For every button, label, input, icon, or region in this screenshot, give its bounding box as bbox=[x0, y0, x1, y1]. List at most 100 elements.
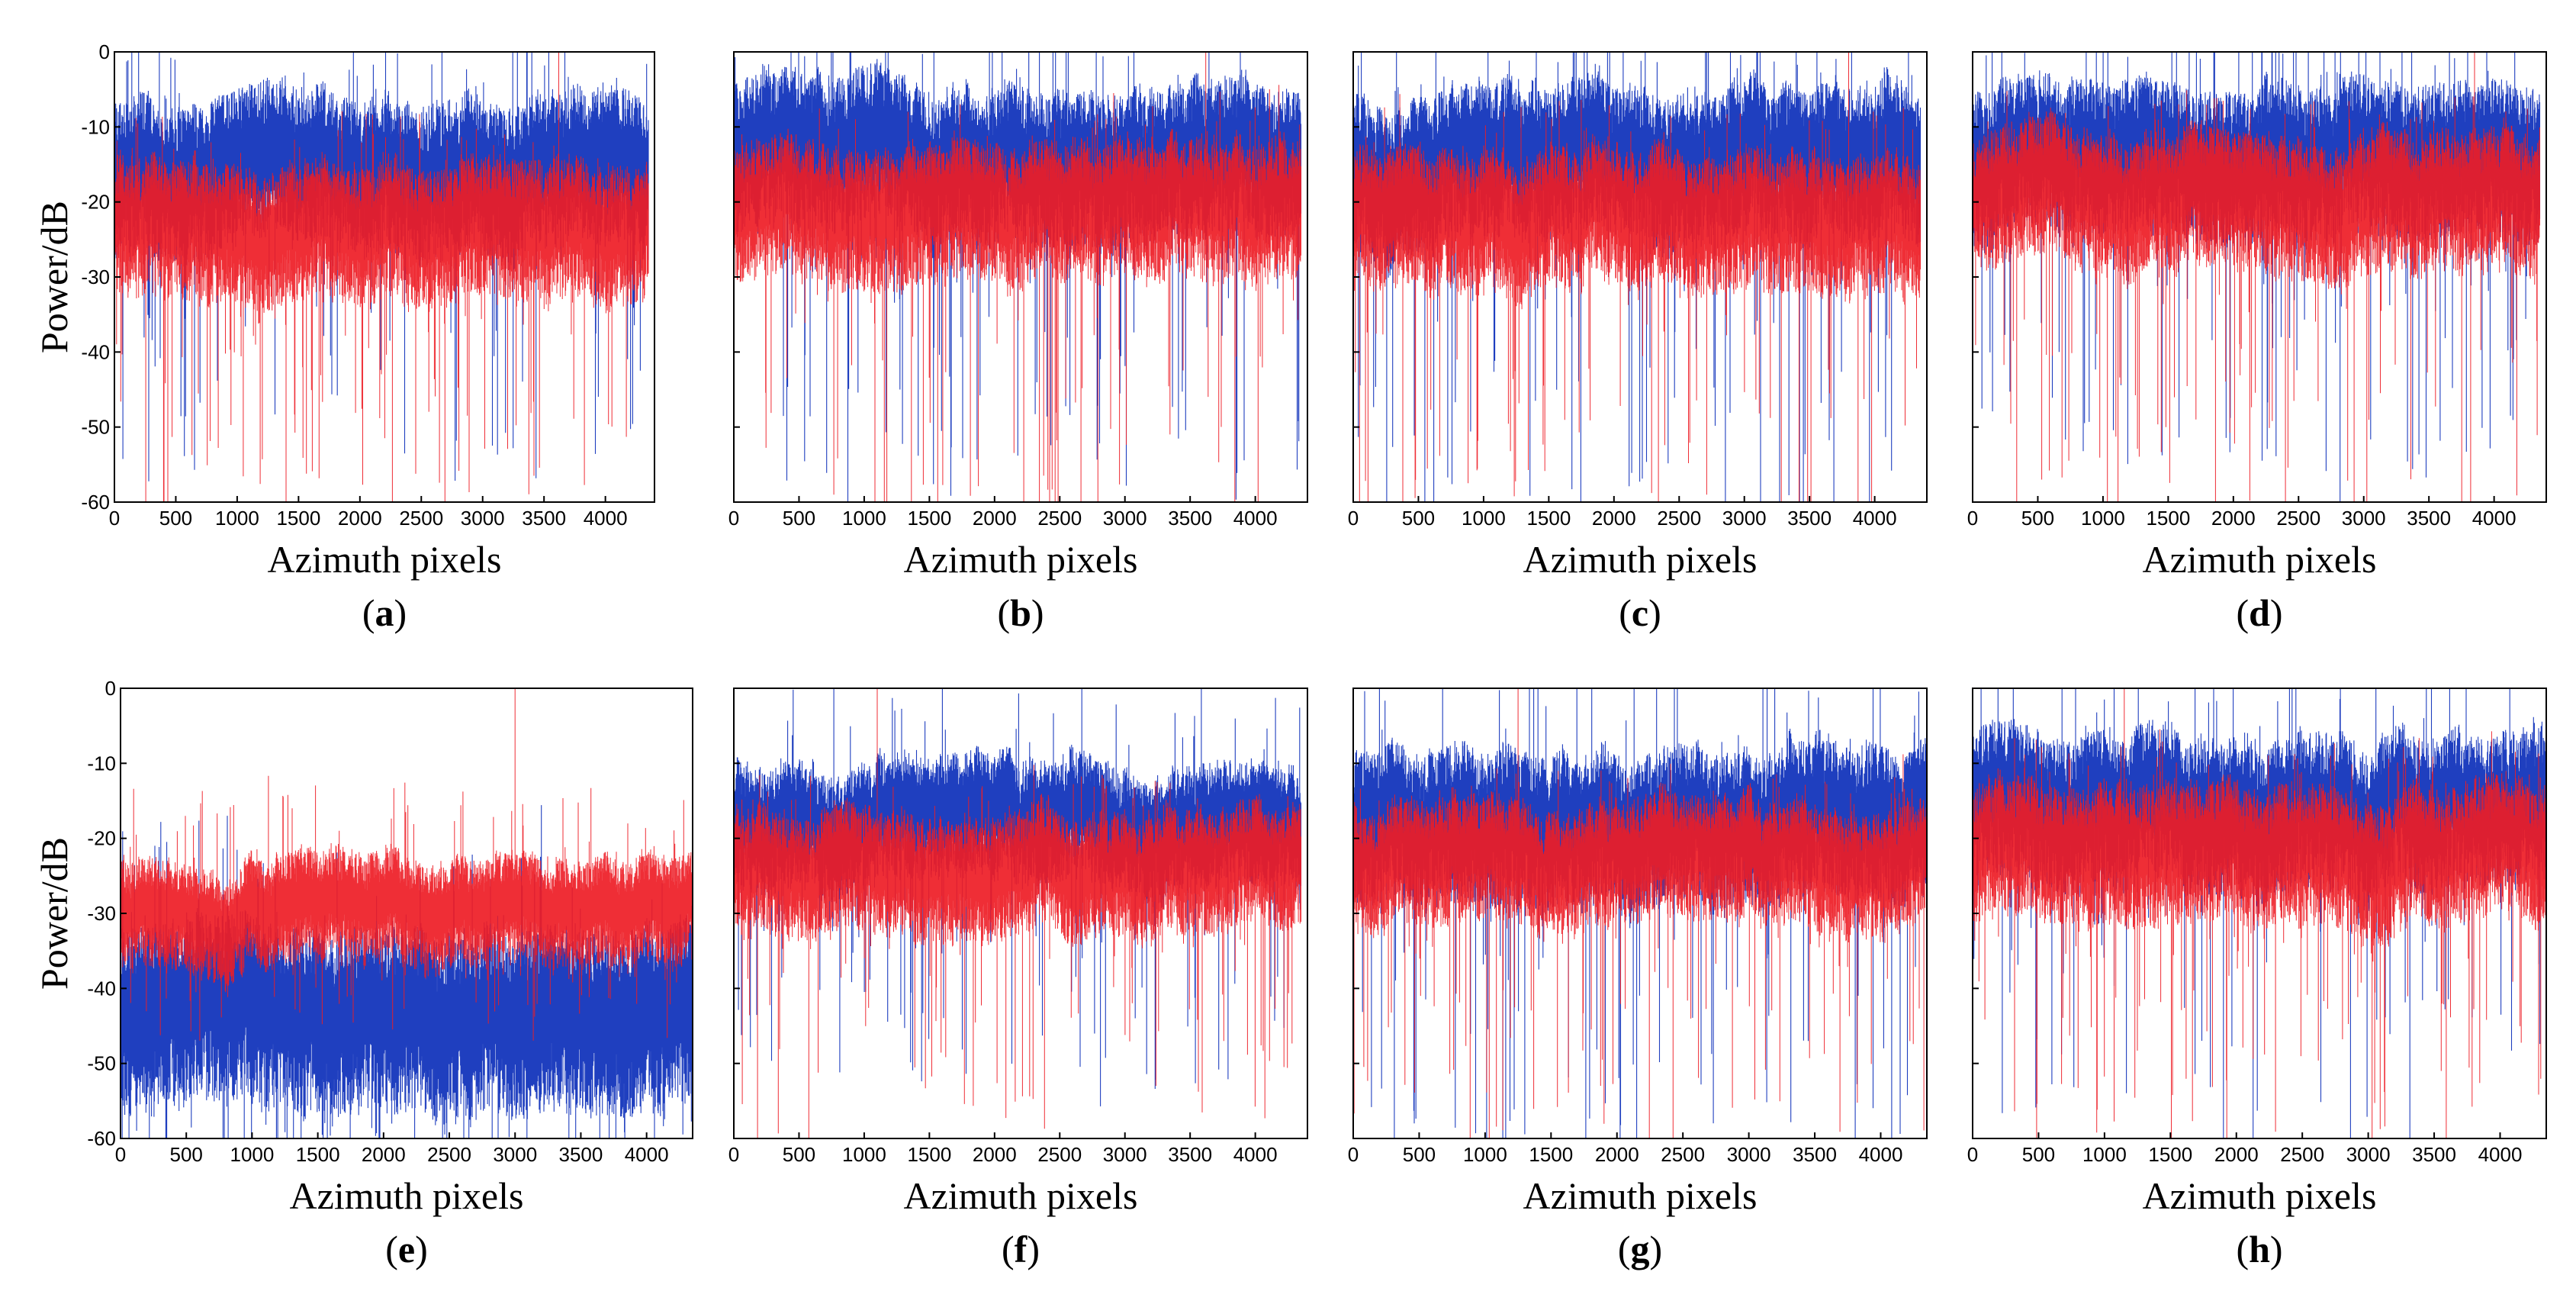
subplot-caption: (h) bbox=[2236, 1228, 2282, 1270]
x-tick-label: 2500 bbox=[2276, 507, 2320, 530]
x-axis-label: Azimuth pixels bbox=[2143, 1174, 2377, 1217]
x-tick-label: 500 bbox=[170, 1143, 203, 1166]
x-axis-label: Azimuth pixels bbox=[1523, 1174, 1758, 1217]
subplot-d: 0 500 1000 1500 2000 2500 3000 3500 4000 Azimuth … bbox=[1967, 51, 2547, 634]
x-tick-label: 3500 bbox=[1168, 1143, 1212, 1166]
caption-close-paren: ) bbox=[1027, 1228, 1040, 1270]
y-tick-label: 0 bbox=[99, 40, 110, 63]
y-axis-label: Power/dB bbox=[33, 201, 76, 353]
caption-letter: g bbox=[1631, 1228, 1650, 1270]
x-tick-label: 3500 bbox=[522, 507, 566, 530]
y-tick-label: -20 bbox=[87, 827, 116, 850]
x-tick-label: 2500 bbox=[1037, 1143, 1082, 1166]
caption-letter: d bbox=[2249, 591, 2270, 634]
x-tick-label: 0 bbox=[1967, 507, 1978, 530]
y-tick-label: 0 bbox=[105, 677, 116, 700]
x-tick-label: 0 bbox=[1348, 1143, 1359, 1166]
subplot-caption: (d) bbox=[2236, 591, 2282, 634]
y-tick-label: -40 bbox=[87, 977, 116, 1000]
x-tick-label: 2000 bbox=[973, 1143, 1017, 1166]
x-tick-label: 2500 bbox=[1037, 507, 1082, 530]
caption-letter: c bbox=[1632, 591, 1648, 634]
y-tick-label: -20 bbox=[81, 191, 110, 214]
x-tick-label: 3000 bbox=[461, 507, 505, 530]
x-tick-label: 500 bbox=[159, 507, 192, 530]
caption-letter: b bbox=[1010, 591, 1031, 634]
x-tick-label: 4000 bbox=[584, 507, 628, 530]
y-tick-label: -50 bbox=[87, 1052, 116, 1075]
x-tick-label: 4000 bbox=[1233, 1143, 1278, 1166]
subplot-b: 0 500 1000 1500 2000 2500 3000 3500 4000 Azimuth … bbox=[728, 51, 1308, 634]
x-tick-label: 1000 bbox=[2082, 1143, 2127, 1166]
y-tick-label: -60 bbox=[87, 1127, 116, 1150]
x-tick-label: 500 bbox=[2021, 507, 2054, 530]
caption-close-paren: ) bbox=[1031, 591, 1044, 634]
x-tick-label: 0 bbox=[1348, 507, 1359, 530]
x-tick-label: 500 bbox=[2022, 1143, 2055, 1166]
series-red-line bbox=[114, 52, 649, 502]
x-tick-label: 1000 bbox=[1463, 1143, 1507, 1166]
x-tick-label: 2500 bbox=[399, 507, 443, 530]
caption-open-paren: ( bbox=[997, 591, 1010, 634]
subplot-caption: (c) bbox=[1619, 591, 1661, 634]
subplot-caption: (f) bbox=[1002, 1228, 1040, 1270]
subplot-a: 0 500 1000 1500 2000 2500 3000 3500 4000 0 -10 -20 -… bbox=[33, 40, 655, 634]
x-tick-label: 1000 bbox=[1462, 507, 1506, 530]
x-tick-label: 1000 bbox=[2081, 507, 2125, 530]
x-tick-label: 3000 bbox=[2346, 1143, 2391, 1166]
x-tick-label: 4000 bbox=[2472, 507, 2517, 530]
subplot-caption: (g) bbox=[1618, 1228, 1662, 1270]
x-tick-label: 0 bbox=[109, 507, 120, 530]
x-tick-label: 3000 bbox=[2342, 507, 2386, 530]
x-tick-label: 4000 bbox=[2478, 1143, 2523, 1166]
subplot-caption: (e) bbox=[385, 1228, 428, 1270]
x-tick-label: 3500 bbox=[1168, 507, 1212, 530]
subplot-c: 0 500 1000 1500 2000 2500 3000 3500 4000 Azimuth … bbox=[1348, 51, 1928, 634]
subplot-caption: (a) bbox=[362, 591, 407, 634]
y-tick-label: -10 bbox=[87, 752, 116, 774]
x-tick-label: 2000 bbox=[2214, 1143, 2259, 1166]
x-tick-label: 3000 bbox=[1103, 1143, 1147, 1166]
x-tick-label: 1500 bbox=[2148, 1143, 2192, 1166]
x-tick-label: 3000 bbox=[1727, 1143, 1771, 1166]
series-red-line bbox=[1973, 688, 2546, 1138]
x-axis-label: Azimuth pixels bbox=[1523, 538, 1758, 581]
x-tick-label: 4000 bbox=[1853, 507, 1897, 530]
subplot-g: 0 500 1000 1500 2000 2500 3000 3500 4000 Azimuth … bbox=[1348, 688, 1928, 1270]
x-tick-label: 1500 bbox=[907, 1143, 951, 1166]
x-tick-label: 500 bbox=[1402, 507, 1435, 530]
x-tick-label: 2000 bbox=[1595, 1143, 1639, 1166]
y-axis-label: Power/dB bbox=[33, 837, 76, 990]
y-tick-label: -30 bbox=[81, 266, 110, 288]
series-blue-line bbox=[1353, 688, 1927, 1138]
x-tick-label: 0 bbox=[115, 1143, 126, 1166]
subplot-h: 0 500 1000 1500 2000 2500 3000 3500 4000 Azimuth … bbox=[1967, 688, 2547, 1270]
x-tick-label: 3500 bbox=[559, 1143, 603, 1166]
x-axis-label: Azimuth pixels bbox=[2143, 538, 2377, 581]
series-red-line bbox=[121, 688, 693, 1041]
x-tick-label: 1500 bbox=[907, 507, 951, 530]
x-axis-label: Azimuth pixels bbox=[904, 538, 1138, 581]
caption-close-paren: ) bbox=[394, 591, 407, 634]
x-tick-label: 4000 bbox=[1859, 1143, 1903, 1166]
x-tick-label: 1000 bbox=[842, 1143, 886, 1166]
x-tick-label: 0 bbox=[728, 507, 739, 530]
series-red-line bbox=[1353, 52, 1921, 502]
caption-open-paren: ( bbox=[1618, 1228, 1631, 1270]
x-tick-label: 1500 bbox=[296, 1143, 340, 1166]
series-red-line bbox=[1973, 52, 2540, 502]
caption-close-paren: ) bbox=[2270, 1228, 2283, 1270]
x-tick-label: 1500 bbox=[276, 507, 320, 530]
y-tick-label: -60 bbox=[81, 491, 110, 514]
x-tick-label: 2500 bbox=[427, 1143, 471, 1166]
subplot-f: 0 500 1000 1500 2000 2500 3000 3500 4000 Azimuth … bbox=[728, 688, 1308, 1270]
x-tick-label: 0 bbox=[728, 1143, 739, 1166]
y-tick-label: -10 bbox=[81, 115, 110, 138]
x-tick-label: 500 bbox=[783, 507, 815, 530]
x-tick-label: 3500 bbox=[1787, 507, 1832, 530]
x-tick-label: 3500 bbox=[2407, 507, 2451, 530]
caption-open-paren: ( bbox=[2236, 1228, 2249, 1270]
caption-open-paren: ( bbox=[1619, 591, 1632, 634]
caption-close-paren: ) bbox=[2270, 591, 2283, 634]
series-red-line bbox=[1353, 688, 1927, 1138]
